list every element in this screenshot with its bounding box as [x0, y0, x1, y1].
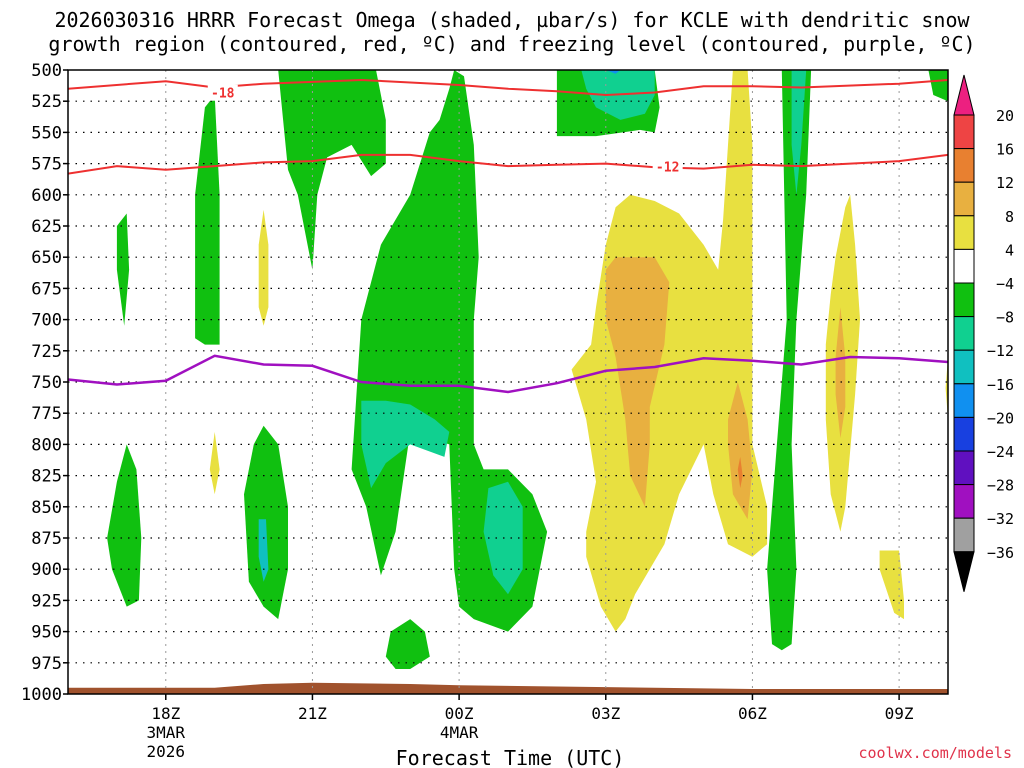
omega-region-16: [258, 209, 269, 326]
ground-surface: [68, 682, 948, 694]
dgz-contour-label: -12: [656, 160, 679, 175]
colorbar-swatch: [953, 215, 975, 250]
colorbar-label: −24: [987, 443, 1014, 461]
omega-region-1: [195, 95, 220, 345]
y-tick-label: 825: [31, 467, 62, 487]
y-tick-label: 975: [31, 654, 62, 674]
y-tick-label: 725: [31, 342, 62, 362]
x-tick-label: 4MAR: [440, 723, 479, 742]
y-tick-label: 500: [31, 61, 62, 81]
y-tick-label: 925: [31, 591, 62, 611]
grid: [68, 70, 948, 694]
colorbar-swatch: [953, 551, 975, 592]
omega-region-17: [209, 431, 220, 495]
colorbar-swatch: [953, 416, 975, 452]
credit-link[interactable]: coolwx.com/models: [858, 744, 1012, 762]
omega-region-10: [361, 400, 450, 489]
x-tick-label: 09Z: [885, 704, 914, 723]
x-tick-label: 18Z: [151, 704, 180, 723]
colorbar-swatch: [953, 114, 975, 150]
omega-region-20: [879, 550, 904, 620]
y-tick-label: 700: [31, 311, 62, 331]
dgz-contour-1: [68, 153, 948, 175]
x-tick-label: 3MAR: [147, 723, 186, 742]
y-tick-label: 950: [31, 623, 62, 643]
chart-title-line-1: 2026030316 HRRR Forecast Omega (shaded, …: [54, 8, 970, 32]
y-tick-label: 800: [31, 435, 62, 455]
chart-title-line-2: growth region (contoured, red, ºC) and f…: [48, 32, 976, 56]
omega-region-13: [791, 70, 807, 195]
y-tick-label: 775: [31, 404, 62, 424]
colorbar-swatch: [953, 349, 975, 385]
dgz-label-bg-1: [652, 158, 683, 175]
colorbar-swatch: [953, 148, 975, 183]
colorbar-swatch: [953, 248, 975, 284]
x-tick-label: 00Z: [445, 704, 474, 723]
omega-region-25: [737, 456, 743, 489]
ground-layer: [68, 682, 948, 694]
y-tick-label: 550: [31, 123, 62, 143]
omega-region-8: [767, 70, 812, 651]
colorbar-label: −4: [996, 275, 1014, 293]
y-axis: 500 525 550 575 600 625 650 675 700 725 750 775 800 8…: [21, 61, 68, 705]
omega-region-5: [107, 444, 142, 607]
omega-region-14: [258, 519, 269, 582]
omega-region-0: [116, 213, 130, 326]
colorbar-label: −36: [987, 544, 1014, 562]
colorbar-swatch: [953, 517, 975, 553]
colorbar-swatch: [953, 74, 975, 116]
omega-region-23: [728, 382, 753, 520]
colorbar-label: 4: [1005, 241, 1014, 259]
y-tick-label: 900: [31, 560, 62, 580]
dgz-label-bg-0: [207, 84, 238, 101]
contour-lines: -18 -12: [68, 78, 948, 394]
y-tick-label: 600: [31, 186, 62, 206]
x-tick-label: 03Z: [591, 704, 620, 723]
colorbar-label: 12: [996, 174, 1014, 192]
y-tick-label: 650: [31, 248, 62, 268]
y-tick-label: 875: [31, 529, 62, 549]
x-tick-label: 21Z: [298, 704, 327, 723]
y-tick-label: 625: [31, 217, 62, 237]
colorbar-label: −12: [987, 342, 1014, 360]
colorbar-label: −32: [987, 510, 1014, 528]
y-tick-label: 575: [31, 155, 62, 175]
colorbar-label: 8: [1005, 208, 1014, 226]
colorbar-swatch: [953, 316, 975, 351]
colorbar-label: 20: [996, 107, 1014, 125]
colorbar-swatch: [953, 282, 975, 318]
freezing-level-line: [68, 354, 948, 394]
colorbar-swatch: [953, 484, 975, 519]
colorbar-swatch: [953, 450, 975, 486]
y-tick-label: 525: [31, 92, 62, 112]
omega-region-15: [605, 70, 621, 74]
dgz-contour-label: -18: [211, 87, 235, 102]
colorbar-label: −28: [987, 477, 1014, 495]
colorbar-label: −8: [996, 309, 1014, 327]
y-tick-label: 675: [31, 279, 62, 299]
y-tick-label: 750: [31, 373, 62, 393]
omega-region-24: [835, 307, 846, 439]
colorbar-label: −20: [987, 409, 1014, 427]
colorbar-label: 16: [996, 141, 1014, 159]
y-tick-label: 850: [31, 498, 62, 518]
x-axis-label: Forecast Time (UTC): [396, 746, 625, 768]
omega-region-7: [385, 619, 430, 669]
y-tick-label: 1000: [21, 685, 62, 705]
colorbar-swatch: [953, 383, 975, 418]
colorbar-swatch: [953, 181, 975, 217]
omega-region-9: [928, 70, 948, 102]
omega-region-2: [278, 70, 386, 270]
x-tick-label: 06Z: [738, 704, 767, 723]
colorbar-legend: 20 16 12 8 4 −4 −8 −12 −16 −20 −24 −28 −32 −36: [953, 74, 1014, 592]
colorbar-label: −16: [987, 376, 1014, 394]
x-tick-label: 2026: [147, 742, 186, 761]
